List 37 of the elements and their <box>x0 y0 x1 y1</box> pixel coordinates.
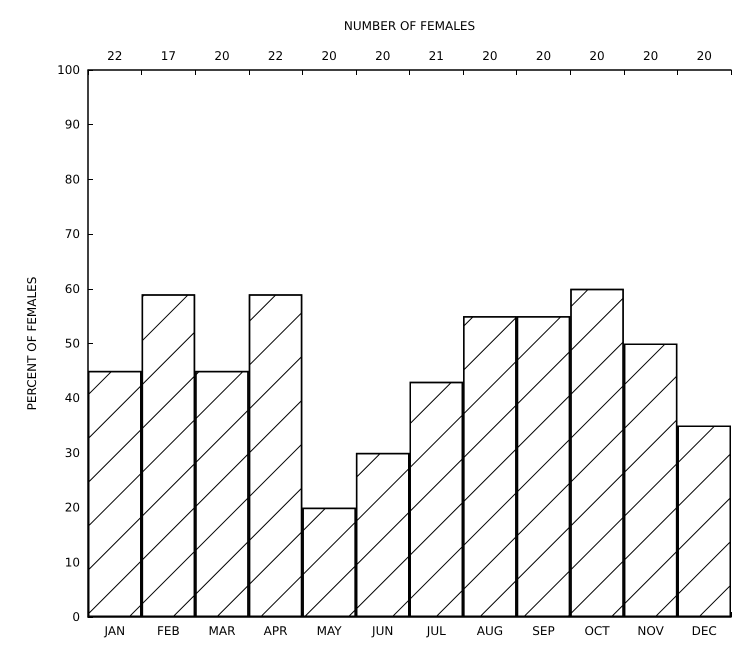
text: 20 <box>589 49 605 63</box>
x-tick-label: JAN <box>104 624 126 638</box>
x-tick-label: APR <box>264 624 288 638</box>
y-tick-label: 80 <box>64 172 80 186</box>
y-tick-label: 0 <box>72 610 80 624</box>
y-tick-label: 30 <box>64 446 80 460</box>
y-tick-label: 90 <box>64 118 80 132</box>
text: 20 <box>642 49 658 63</box>
y-tick-label: 40 <box>64 391 80 406</box>
y-tick-label: 50 <box>64 336 80 350</box>
y-tick-label: 20 <box>64 500 80 515</box>
x-tick-label: FEB <box>157 624 180 638</box>
text: 20 <box>214 49 230 63</box>
y-tick-label: 10 <box>64 555 80 570</box>
text: 20 <box>375 49 390 63</box>
x-tick-label: MAR <box>208 624 236 638</box>
x-tick-label: NOV <box>637 624 665 638</box>
text: 22 <box>107 49 122 63</box>
text: 20 <box>482 49 498 63</box>
text: 17 <box>160 49 176 63</box>
y-tick-label: 70 <box>64 227 80 242</box>
text: 22 <box>268 49 284 63</box>
x-tick-label: AUG <box>476 624 504 638</box>
text: 20 <box>696 49 712 63</box>
x-tick-label: JUN <box>371 624 394 638</box>
x-tick-label: MAY <box>316 624 342 638</box>
x-tick-label: SEP <box>532 624 555 638</box>
x-tick-label: DEC <box>692 624 717 638</box>
x-tick-label: JUL <box>426 624 446 638</box>
y-tick-label: 60 <box>64 282 80 296</box>
x2-axis-title: NUMBER OF FEMALES <box>344 19 476 33</box>
y-axis-title: PERCENT OF FEMALES <box>25 276 39 410</box>
x-tick-label: OCT <box>584 624 610 638</box>
text: 21 <box>428 49 444 63</box>
text: 20 <box>321 49 337 63</box>
y-tick-label: 100 <box>57 63 80 77</box>
text: 20 <box>536 49 552 63</box>
